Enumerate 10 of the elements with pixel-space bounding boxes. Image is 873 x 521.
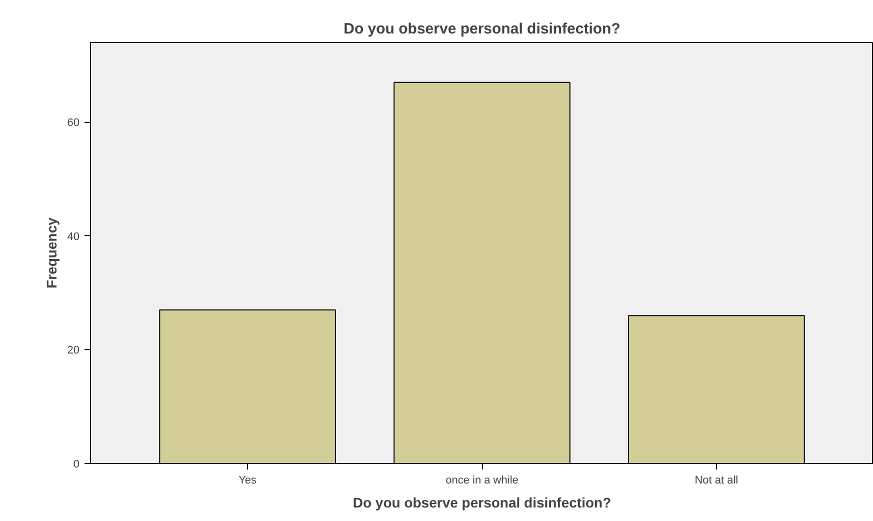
y-tick-label: 60 [67, 117, 80, 130]
chart-title: Do you observe personal disinfection? [344, 20, 620, 38]
x-tick-label: Not at all [694, 474, 738, 486]
y-tick-label: 20 [67, 344, 80, 357]
y-axis-title: Frequency [43, 217, 60, 288]
x-tick-label: Yes [238, 474, 258, 486]
y-tick-label: 40 [67, 230, 80, 243]
x-axis-title: Do you observe personal disinfection? [352, 494, 612, 510]
y-tick-label: 0 [73, 458, 80, 470]
x-tick-label: once in a while [446, 474, 518, 486]
